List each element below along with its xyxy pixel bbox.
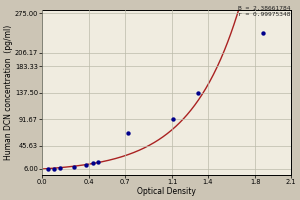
Point <box>171 118 176 121</box>
Point <box>126 131 131 134</box>
Point <box>58 167 63 170</box>
Point <box>52 167 56 170</box>
Point <box>46 167 51 170</box>
X-axis label: Optical Density: Optical Density <box>137 187 196 196</box>
Y-axis label: Human DCN concentration  (pg/ml): Human DCN concentration (pg/ml) <box>4 25 13 160</box>
Point <box>261 32 266 35</box>
Point <box>196 91 201 94</box>
Point <box>83 164 88 167</box>
Text: B = 2.38661784
r = 0.99975348: B = 2.38661784 r = 0.99975348 <box>238 6 291 17</box>
Point <box>91 161 95 164</box>
Point <box>95 160 100 164</box>
Point <box>72 166 76 169</box>
